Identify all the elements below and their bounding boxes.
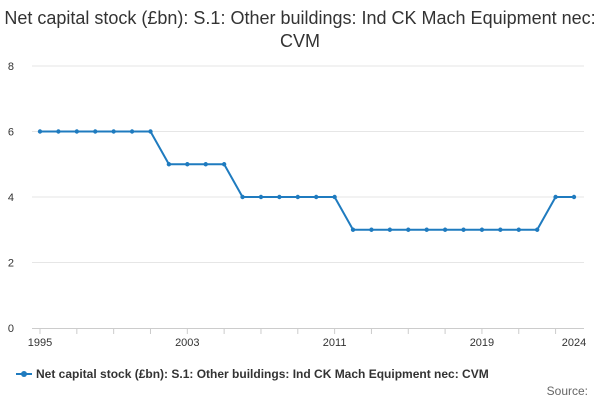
- data-point[interactable]: [461, 227, 466, 232]
- data-point[interactable]: [479, 227, 485, 232]
- legend-label: Net capital stock (£bn): S.1: Other buil…: [36, 367, 489, 381]
- legend[interactable]: Net capital stock (£bn): S.1: Other buil…: [16, 366, 489, 382]
- y-tick-label: 8: [8, 61, 14, 73]
- data-point[interactable]: [111, 129, 116, 134]
- legend-swatch-icon: [16, 366, 32, 382]
- data-point[interactable]: [295, 194, 300, 200]
- source-label: Source:: [546, 384, 588, 398]
- y-tick-label: 2: [8, 258, 14, 270]
- data-point[interactable]: [406, 227, 411, 232]
- data-point[interactable]: [498, 227, 503, 232]
- data-point[interactable]: [332, 194, 337, 200]
- data-point[interactable]: [129, 129, 135, 134]
- x-tick-label: 1995: [28, 337, 52, 349]
- data-point[interactable]: [240, 194, 245, 200]
- data-point[interactable]: [534, 227, 540, 232]
- data-point[interactable]: [74, 129, 80, 134]
- x-tick-label: 2003: [175, 337, 199, 349]
- series-layer: [37, 129, 577, 232]
- data-point[interactable]: [185, 162, 190, 167]
- data-point[interactable]: [148, 129, 153, 134]
- data-point[interactable]: [424, 227, 429, 232]
- data-point[interactable]: [203, 162, 208, 167]
- x-tick-label: 2024: [562, 337, 586, 349]
- x-tick-label: 2011: [323, 337, 347, 349]
- y-axis-tick-labels: 0 2 4 6 8: [8, 61, 14, 335]
- y-tick-label: 0: [8, 323, 14, 335]
- x-axis: [32, 328, 584, 334]
- data-point[interactable]: [516, 227, 521, 232]
- data-point[interactable]: [277, 194, 282, 200]
- data-point[interactable]: [37, 129, 43, 134]
- data-point[interactable]: [93, 129, 98, 134]
- data-point[interactable]: [387, 227, 393, 232]
- grid-lines: [32, 65, 584, 263]
- data-point[interactable]: [369, 227, 374, 232]
- data-point[interactable]: [553, 194, 558, 200]
- y-tick-label: 6: [8, 127, 14, 139]
- chart-title: Net capital stock (£bn): S.1: Other buil…: [4, 8, 596, 51]
- y-tick-label: 4: [8, 192, 14, 204]
- data-point[interactable]: [258, 194, 264, 200]
- data-point[interactable]: [166, 162, 172, 167]
- data-point[interactable]: [350, 227, 356, 232]
- series-line: [39, 130, 575, 231]
- data-point[interactable]: [571, 194, 577, 200]
- data-point[interactable]: [442, 227, 448, 232]
- data-point[interactable]: [221, 162, 227, 167]
- data-point[interactable]: [314, 194, 319, 200]
- data-point[interactable]: [56, 129, 61, 134]
- x-axis-tick-labels: 1995 2003 2011 2019 2024: [28, 337, 586, 349]
- x-tick-label: 2019: [470, 337, 494, 349]
